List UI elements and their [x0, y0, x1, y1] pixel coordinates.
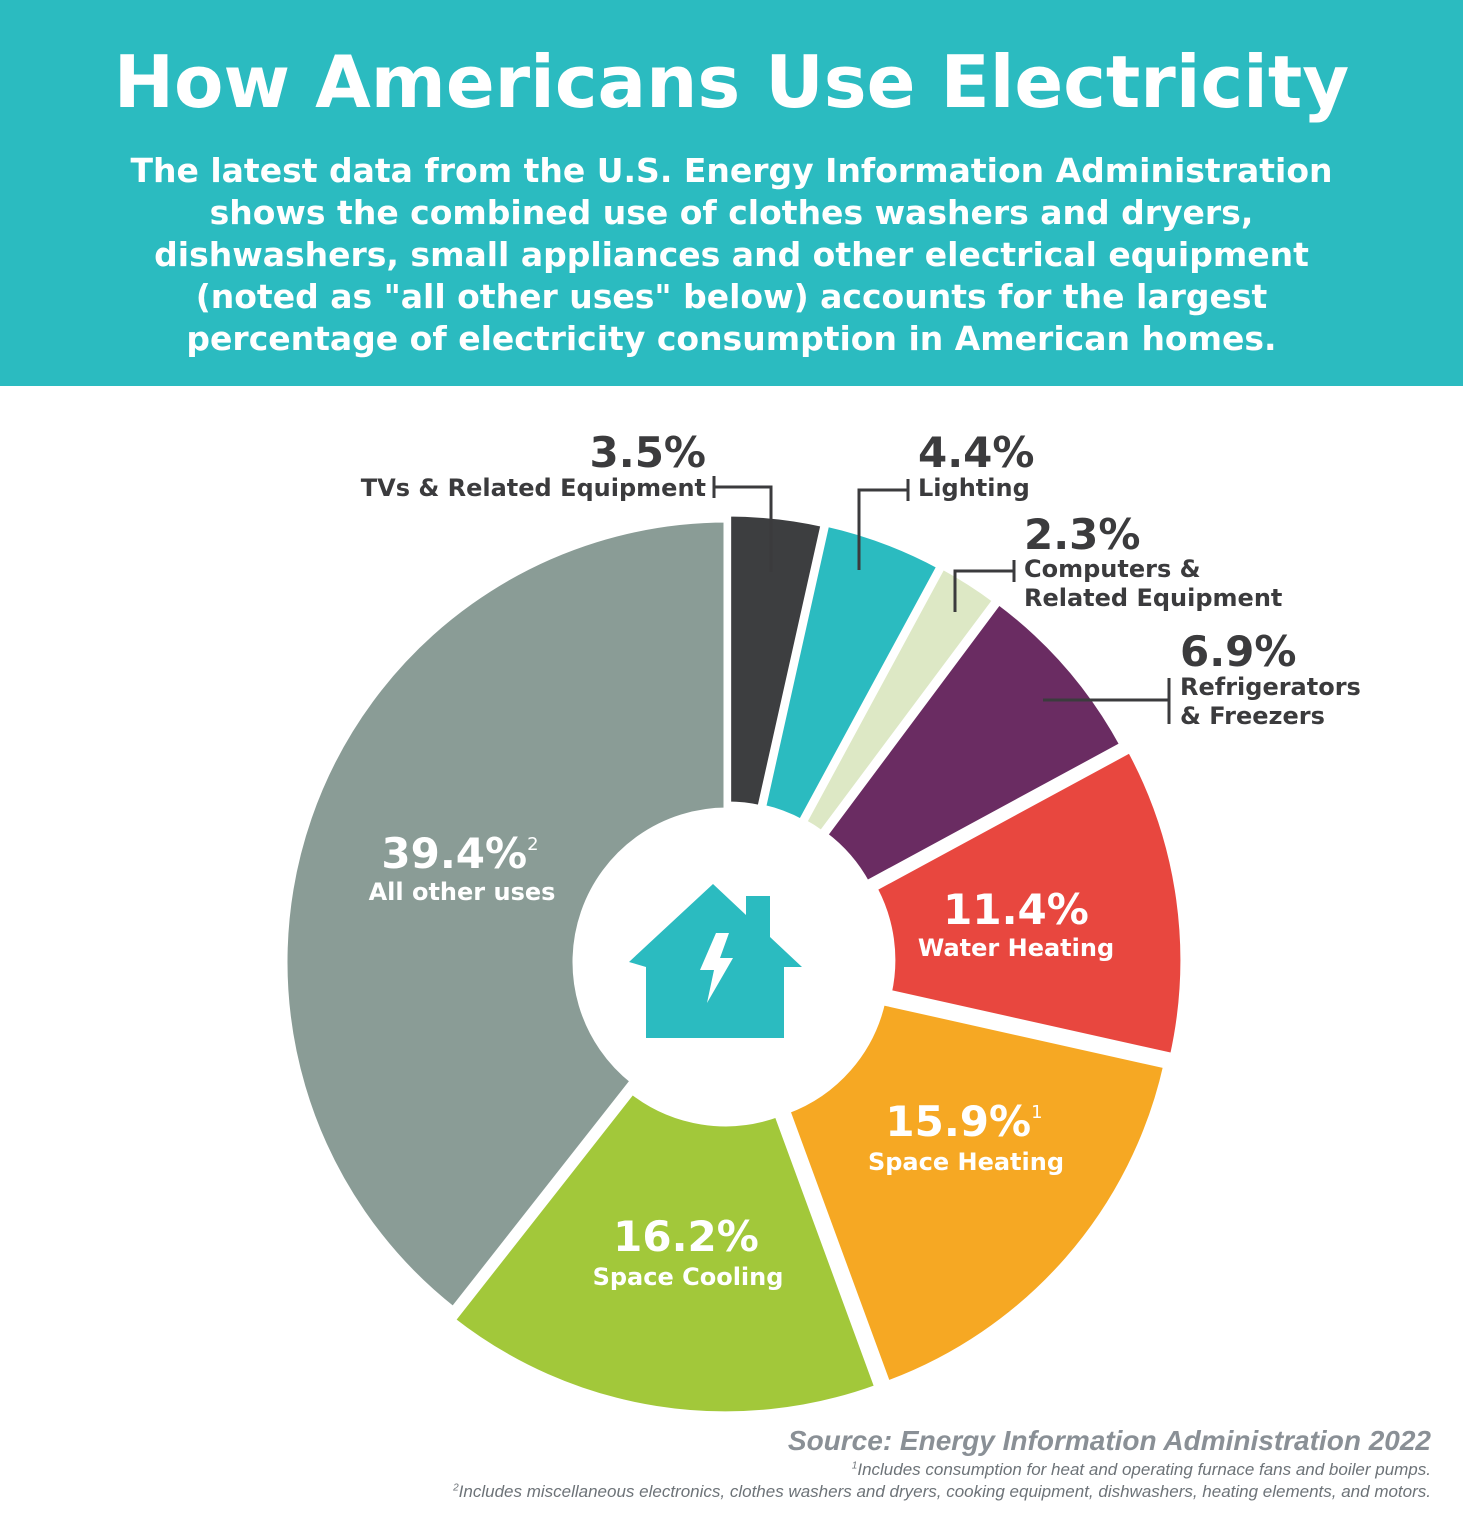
header-banner: How Americans Use Electricity The latest…: [0, 0, 1463, 386]
value-label-refrigerators: 6.9%: [1180, 627, 1296, 676]
source-text: Source: Energy Information Administratio…: [787, 1425, 1431, 1456]
slice-space_heating: [782, 997, 1172, 1389]
house-lightning-icon: [629, 884, 802, 1038]
category-label-lighting: Lighting: [918, 474, 1030, 502]
category-label-water-heating: Water Heating: [918, 934, 1114, 962]
subtitle-line: shows the combined use of clothes washer…: [209, 193, 1254, 232]
category-label-computers-line2: Related Equipment: [1024, 584, 1282, 612]
footnote-2-text: Includes miscellaneous electronics, clot…: [458, 1482, 1431, 1501]
category-label-computers-line1: Computers &: [1024, 555, 1201, 583]
slice-water_heating: [868, 744, 1188, 1061]
category-label-space-heating: Space Heating: [868, 1148, 1064, 1176]
leader-tvs: [714, 485, 773, 572]
leader-lines: [712, 476, 1171, 724]
value-label-all-other: 39.4%2: [381, 829, 538, 878]
leader-computers: [953, 569, 1014, 612]
subtitle-line: (noted as "all other uses" below) accoun…: [195, 277, 1268, 316]
leader-lighting: [857, 488, 908, 570]
slice-space_cooling: [446, 1085, 883, 1419]
value-label-computers: 2.3%: [1024, 510, 1140, 559]
subtitle: The latest data from the U.S. Energy Inf…: [40, 150, 1423, 360]
value-label-water-heating: 11.4%: [943, 885, 1089, 934]
subtitle-line: percentage of electricity consumption in…: [186, 319, 1277, 358]
footnote-1: 1Includes consumption for heat and opera…: [851, 1460, 1431, 1479]
category-label-all-other: All other uses: [369, 878, 556, 906]
footnote-2: 2Includes miscellaneous electronics, clo…: [453, 1482, 1431, 1501]
slice-labels: 3.5%TVs & Related Equipment 4.4%Lighting 2…: [361, 428, 1361, 1291]
value-label-tvs: 3.5%: [590, 428, 706, 477]
category-label-refrigerators-line2: & Freezers: [1180, 702, 1325, 730]
slice-all_other: [280, 515, 731, 1316]
subtitle-line: dishwashers, small appliances and other …: [154, 235, 1309, 274]
value-label-lighting: 4.4%: [918, 428, 1034, 477]
footnote-1-text: Includes consumption for heat and operat…: [857, 1460, 1431, 1479]
value-label-space-heating: 15.9%1: [885, 1097, 1042, 1146]
value-label-space-cooling: 16.2%: [613, 1212, 759, 1261]
page-title: How Americans Use Electricity: [113, 40, 1350, 124]
category-label-refrigerators-line1: Refrigerators: [1180, 673, 1361, 701]
category-label-tvs: TVs & Related Equipment: [361, 474, 706, 502]
slice-refrigerators: [819, 596, 1129, 889]
subtitle-line: The latest data from the U.S. Energy Inf…: [130, 151, 1333, 190]
category-label-space-cooling: Space Cooling: [593, 1263, 784, 1291]
